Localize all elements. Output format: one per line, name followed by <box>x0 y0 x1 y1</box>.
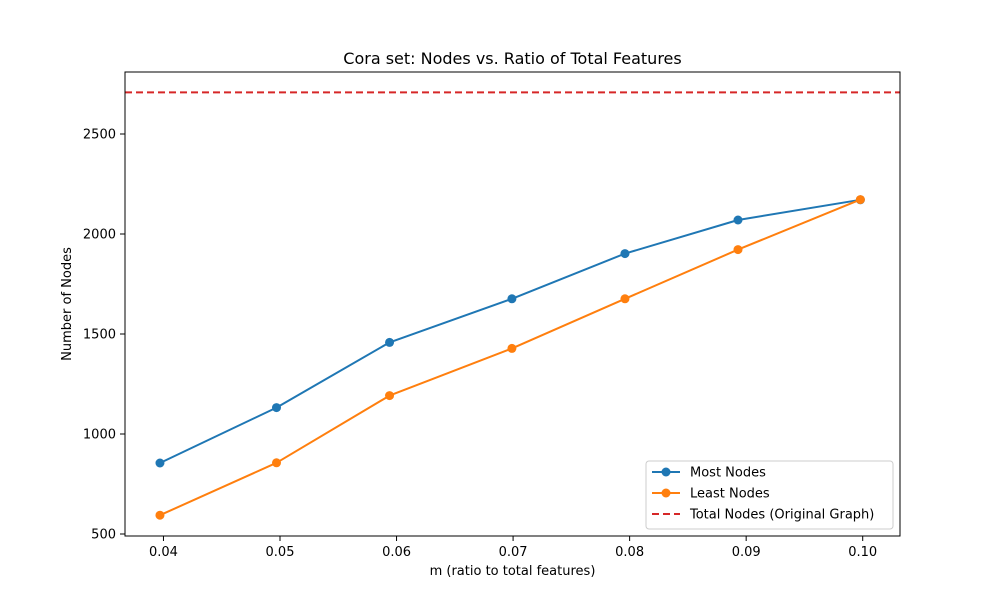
data-point-s1-2 <box>385 391 395 401</box>
legend: Most Nodes Least Nodes Total Nodes (Origin… <box>645 460 894 530</box>
x-tick-label-2: 0.06 <box>382 545 411 560</box>
y-tick-label-3: 2000 <box>83 228 116 243</box>
y-tick-label-4: 2500 <box>83 128 116 143</box>
data-point-s0-2 <box>385 337 395 347</box>
x-tick-label-6: 0.10 <box>848 545 877 560</box>
legend-box <box>645 460 894 530</box>
data-point-s0-0 <box>155 458 165 468</box>
chart-title: Cora set: Nodes vs. Ratio of Total Featu… <box>343 49 681 68</box>
legend-swatch-marker-1 <box>661 488 671 498</box>
legend-label-0: Most Nodes <box>690 466 766 481</box>
data-point-s0-1 <box>272 403 282 413</box>
y-axis-label: Number of Nodes <box>60 247 75 361</box>
data-point-s0-5 <box>733 215 743 225</box>
data-point-s1-6 <box>855 195 865 205</box>
y-tick-label-0: 500 <box>91 528 116 543</box>
x-tick-label-4: 0.08 <box>615 545 644 560</box>
y-tick-label-2: 1500 <box>83 328 116 343</box>
data-point-s0-4 <box>620 249 630 259</box>
axes-frame <box>124 71 901 537</box>
data-point-s1-0 <box>155 510 165 520</box>
legend-swatch-marker-0 <box>661 467 671 477</box>
data-point-s0-3 <box>507 294 517 304</box>
plot-area: 0.04 0.05 0.06 0.07 0.08 0.09 0.10 500 1000 1500 2… <box>83 71 901 560</box>
x-tick-label-3: 0.07 <box>499 545 528 560</box>
y-tick-label-1: 1000 <box>83 428 116 443</box>
data-point-s1-3 <box>507 343 517 353</box>
legend-label-1: Least Nodes <box>690 487 770 502</box>
x-tick-label-5: 0.09 <box>732 545 761 560</box>
data-point-s1-5 <box>733 245 743 255</box>
data-point-s1-1 <box>272 458 282 468</box>
x-tick-label-1: 0.05 <box>266 545 295 560</box>
legend-label-2: Total Nodes (Original Graph) <box>689 508 874 523</box>
data-point-s1-4 <box>620 294 630 304</box>
x-axis-label: m (ratio to total features) <box>430 564 596 579</box>
x-tick-label-0: 0.04 <box>149 545 178 560</box>
